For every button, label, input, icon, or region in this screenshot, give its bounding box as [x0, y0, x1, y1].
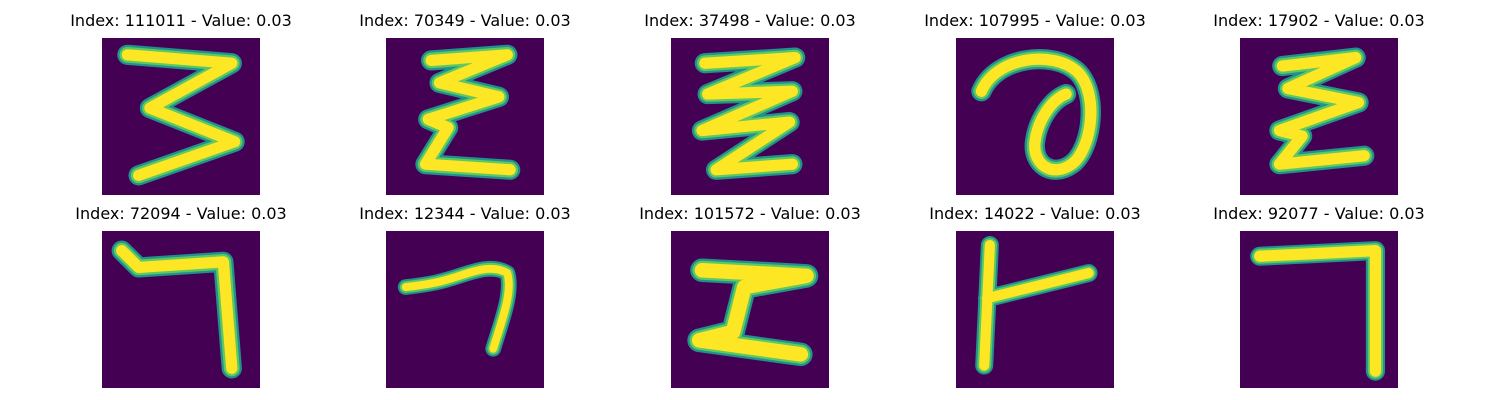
glyph-z — [671, 231, 829, 388]
panel-title: Index: 107995 - Value: 0.03 — [924, 11, 1146, 30]
panel-title: Index: 12344 - Value: 0.03 — [359, 204, 571, 223]
panel-title: Index: 14022 - Value: 0.03 — [929, 204, 1141, 223]
panel-7: Index: 12344 - Value: 0.03 — [335, 203, 595, 393]
panel-1: Index: 111011 - Value: 0.03 — [51, 10, 311, 200]
panel-title: Index: 101572 - Value: 0.03 — [639, 204, 861, 223]
panel-9: Index: 14022 - Value: 0.03 — [905, 203, 1165, 393]
glyph-loop — [956, 38, 1114, 195]
panel-5: Index: 17902 - Value: 0.03 — [1189, 10, 1449, 200]
glyph-hook — [102, 231, 260, 388]
panel-2: Index: 70349 - Value: 0.03 — [335, 10, 595, 200]
panel-title: Index: 92077 - Value: 0.03 — [1213, 204, 1425, 223]
panel-title: Index: 37498 - Value: 0.03 — [644, 11, 856, 30]
glyph-small-hook — [386, 231, 544, 388]
glyph-seven — [1240, 231, 1398, 388]
glyph-zigzag-e2 — [1240, 38, 1398, 195]
panel-4: Index: 107995 - Value: 0.03 — [905, 10, 1165, 200]
panel-title: Index: 70349 - Value: 0.03 — [359, 11, 571, 30]
panel-3: Index: 37498 - Value: 0.03 — [620, 10, 880, 200]
panel-title: Index: 17902 - Value: 0.03 — [1213, 11, 1425, 30]
panel-title: Index: 72094 - Value: 0.03 — [75, 204, 287, 223]
panel-10: Index: 92077 - Value: 0.03 — [1189, 203, 1449, 393]
glyph-zigzag-w — [671, 38, 829, 195]
glyph-y — [956, 231, 1114, 388]
glyph-zigzag-e — [386, 38, 544, 195]
panel-title: Index: 111011 - Value: 0.03 — [70, 11, 292, 30]
panel-8: Index: 101572 - Value: 0.03 — [620, 203, 880, 393]
glyph-zigzag-3 — [102, 38, 260, 195]
panel-6: Index: 72094 - Value: 0.03 — [51, 203, 311, 393]
